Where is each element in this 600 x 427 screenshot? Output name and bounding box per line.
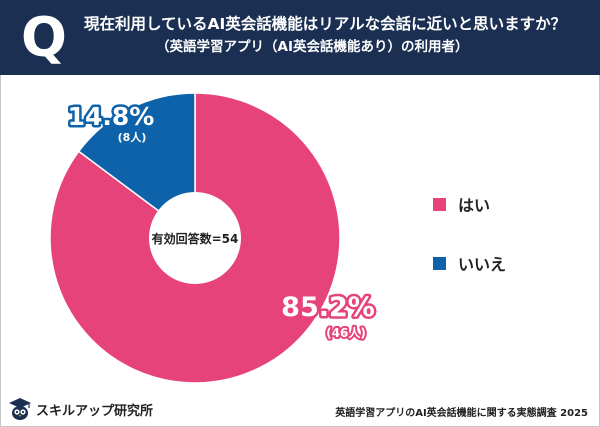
owl-graduate-icon <box>9 398 31 420</box>
legend-swatch-yes <box>433 197 446 211</box>
brand-name: スキルアップ研究所 <box>36 403 154 419</box>
slice-yes-percent-label: 85.2% <box>281 292 375 323</box>
pie-slice-no <box>77 92 196 240</box>
legend-label-yes: はい <box>458 196 491 215</box>
donut-hole <box>149 192 241 284</box>
legend-item-no: いいえ <box>433 252 506 274</box>
slice-no-count-label: (8人) <box>118 130 147 144</box>
brand-logo: スキルアップ研究所 <box>8 397 153 421</box>
question-subtitle: （英語学習アプリ（AI英会話機能あり）の利用者） <box>156 39 469 55</box>
center-label: 有効回答数=54 <box>152 231 239 246</box>
q-mark: Q <box>21 6 67 69</box>
question-title: 現在利用しているAI英会話機能はリアルな会話に近いと思いますか？ <box>84 15 567 33</box>
legend-label-no: いいえ <box>458 255 507 274</box>
legend-swatch-no <box>433 256 446 270</box>
survey-source: 英語学習アプリのAI英会話機能に関する実態調査 2025 <box>335 408 588 419</box>
slice-no-percent-label: 14.8% <box>68 102 155 131</box>
question-header: Q 現在利用しているAI英会話機能はリアルな会話に近いと思いますか？ （英語学習… <box>0 0 600 75</box>
slice-yes-count-label: (46人) <box>326 325 366 340</box>
legend-item-yes: はい <box>433 193 490 215</box>
